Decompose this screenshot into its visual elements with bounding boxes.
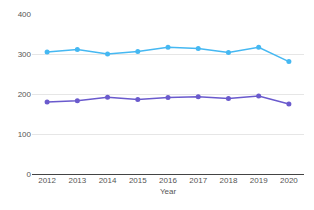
svg-text:200: 200 [18,90,32,99]
svg-text:2012: 2012 [38,176,56,185]
svg-text:2018: 2018 [220,176,238,185]
svg-text:2013: 2013 [68,176,86,185]
svg-text:300: 300 [18,50,32,59]
svg-text:2017: 2017 [189,176,207,185]
svg-text:400: 400 [18,10,32,19]
svg-text:2020: 2020 [280,176,298,185]
svg-text:2019: 2019 [250,176,268,185]
svg-text:2015: 2015 [129,176,147,185]
svg-text:Year: Year [160,187,177,196]
svg-text:0: 0 [27,170,32,179]
svg-text:2014: 2014 [99,176,117,185]
svg-text:2016: 2016 [159,176,177,185]
svg-text:100: 100 [18,130,32,139]
